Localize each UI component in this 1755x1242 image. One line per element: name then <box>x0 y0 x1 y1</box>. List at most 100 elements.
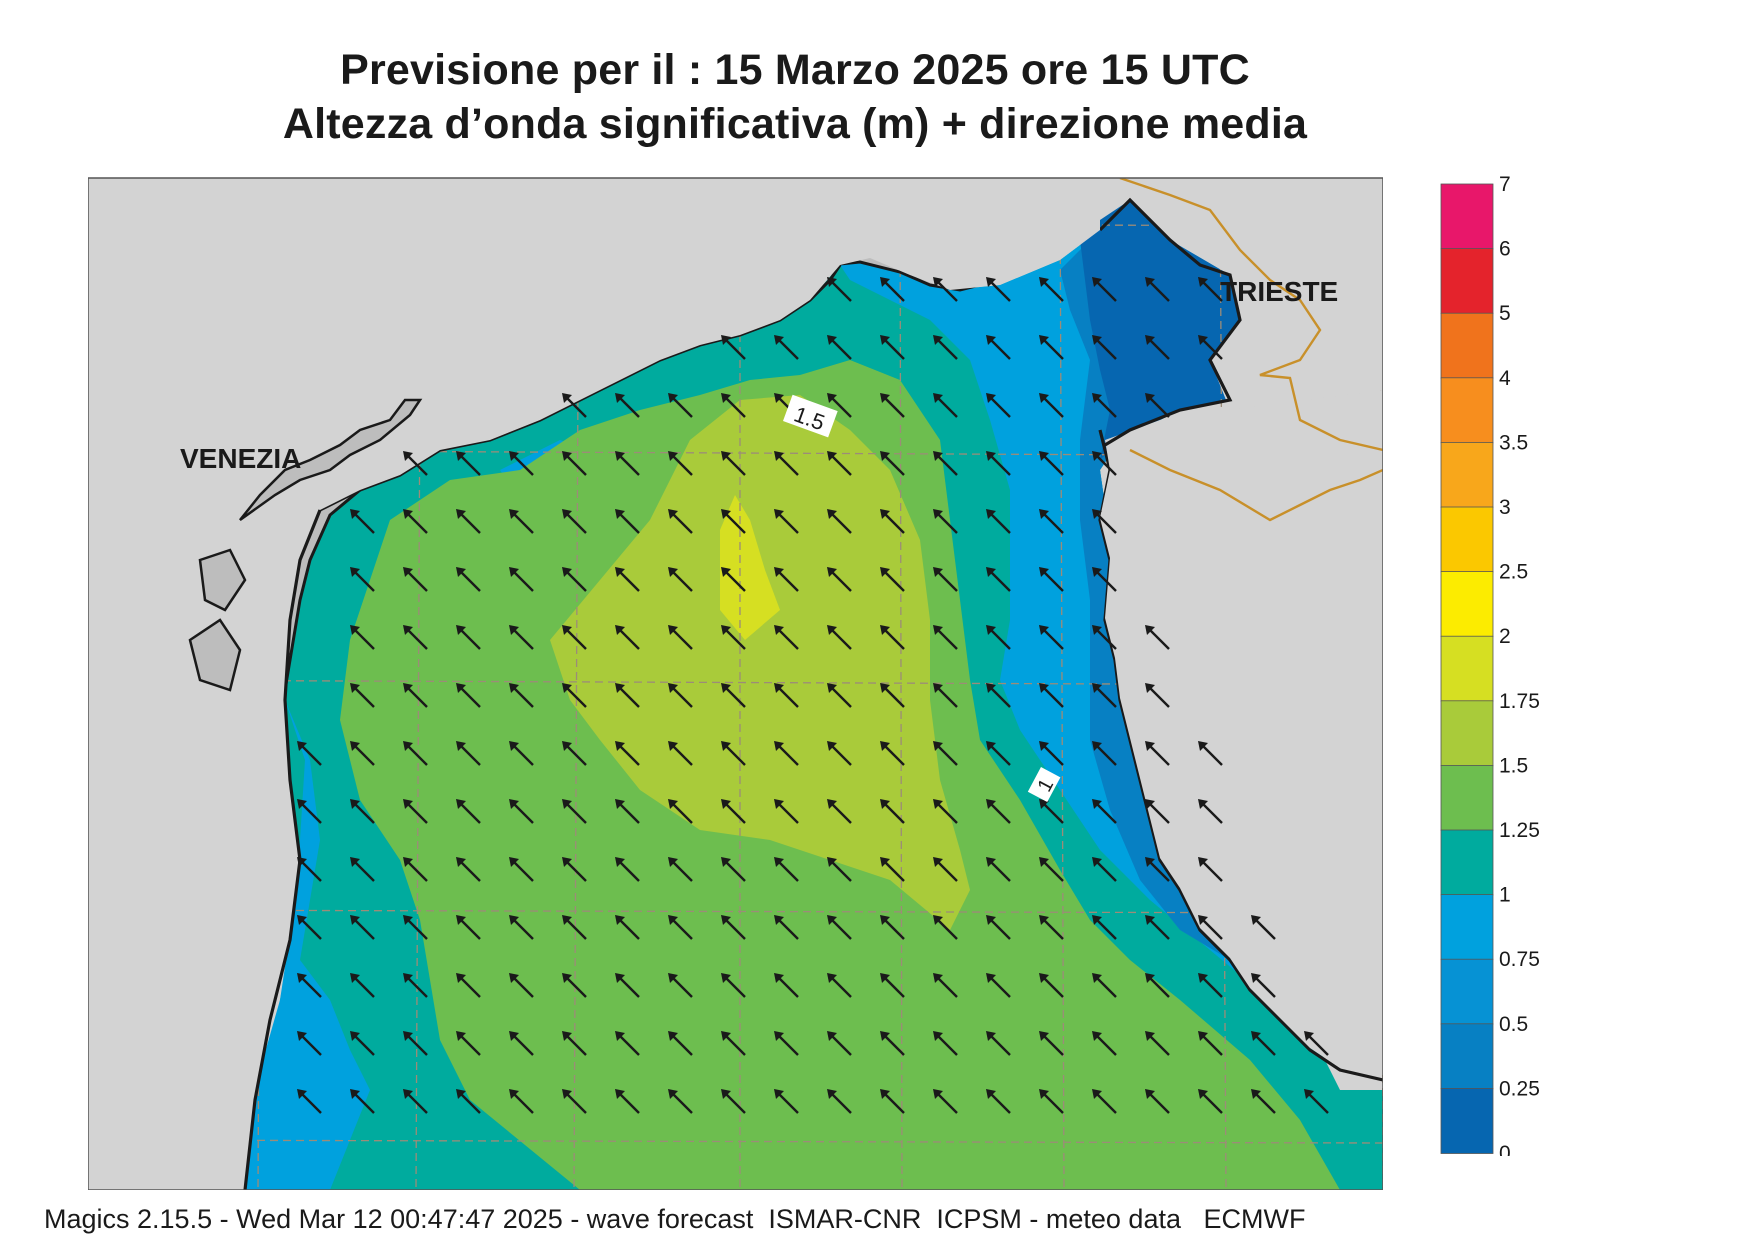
wave-direction-arrow-head <box>721 625 731 635</box>
legend-color-box <box>1440 183 1494 250</box>
wave-direction-arrow-head <box>562 973 572 983</box>
wave-direction-arrow-head <box>880 625 890 635</box>
wave-direction-arrow-head <box>880 509 890 519</box>
wave-direction-arrow-head <box>774 683 784 693</box>
wave-direction-arrow-head <box>880 451 890 461</box>
wave-direction-arrow-head <box>827 567 837 577</box>
legend-color-box <box>1440 700 1494 767</box>
slovenia-border <box>1119 178 1383 522</box>
legend-color-box <box>1440 829 1494 896</box>
wave-direction-arrow-head <box>1039 625 1049 635</box>
wave-direction-arrow-head <box>827 973 837 983</box>
wave-direction-arrow-head <box>403 625 413 635</box>
wave-direction-arrow-head <box>615 625 625 635</box>
wave-direction-arrow-head <box>721 915 731 925</box>
wave-direction-arrow-head <box>403 973 413 983</box>
wave-direction-arrow-head <box>880 277 890 287</box>
wave-direction-arrow-head <box>1092 567 1102 577</box>
wave-direction-arrow-head <box>456 1031 466 1041</box>
wave-direction-arrow-head <box>562 915 572 925</box>
wave-direction-arrow-head <box>933 277 943 287</box>
wave-direction-arrow-head <box>456 799 466 809</box>
wave-direction-arrow-head <box>562 741 572 751</box>
wave-direction-arrow-head <box>509 1031 519 1041</box>
legend-color-box <box>1440 958 1494 1025</box>
wave-direction-arrow-head <box>827 509 837 519</box>
wave-direction-arrow-head <box>403 857 413 867</box>
wave-direction-arrow-head <box>721 1031 731 1041</box>
wave-direction-arrow-head <box>615 509 625 519</box>
contour-label-box <box>783 394 838 438</box>
wave-direction-arrow-head <box>721 973 731 983</box>
wave-direction-arrows <box>297 277 1329 1114</box>
map-title: Previsione per il : 15 Marzo 2025 ore 15… <box>340 46 1250 94</box>
wave-direction-arrow-head <box>827 1031 837 1041</box>
wave-direction-arrow-head <box>350 625 360 635</box>
wave-direction-arrow-head <box>880 915 890 925</box>
wave-direction-arrow-head <box>986 741 996 751</box>
wave-direction-arrow-head <box>827 799 837 809</box>
wave-direction-arrow-head <box>880 857 890 867</box>
wave-direction-arrow-head <box>774 799 784 809</box>
wave-direction-arrow-head <box>509 509 519 519</box>
wave-direction-arrow-head <box>721 799 731 809</box>
place-label-trieste: TRIESTE <box>1220 276 1338 307</box>
wave-direction-arrow-head <box>562 567 572 577</box>
wave-direction-arrow-head <box>1092 393 1102 403</box>
wave-direction-arrow-head <box>1092 683 1102 693</box>
wave-direction-arrow-head <box>1145 973 1155 983</box>
wave-direction-arrow-head <box>403 1031 413 1041</box>
color-legend: 7 6 5 4 3.5 3 2.5 2 1.75 1.5 1.25 1 0.75 0.5 0.25 0 <box>1440 176 1540 1156</box>
wave-direction-arrow-head <box>403 915 413 925</box>
wave-direction-arrow-head <box>456 973 466 983</box>
wave-direction-arrow-head <box>509 857 519 867</box>
wave-direction-arrow-head <box>615 451 625 461</box>
wave-direction-arrow-head <box>562 1031 572 1041</box>
wave-direction-arrow-head <box>933 857 943 867</box>
wave-direction-arrow-head <box>880 335 890 345</box>
wave-direction-arrow-head <box>721 683 731 693</box>
wave-direction-arrow-head <box>721 1089 731 1099</box>
wave-direction-arrow-head <box>1039 741 1049 751</box>
wave-direction-arrow-head <box>456 683 466 693</box>
wave-direction-arrow-head <box>668 451 678 461</box>
wave-direction-arrow-head <box>1039 567 1049 577</box>
wave-direction-arrow-head <box>1145 799 1155 809</box>
wave-direction-arrow-head <box>1251 1089 1261 1099</box>
wave-direction-arrow-head <box>615 1089 625 1099</box>
wave-direction-arrow-head <box>1039 451 1049 461</box>
wave-direction-arrow-head <box>1092 277 1102 287</box>
legend-level-label: 1 <box>1499 884 1511 907</box>
wave-direction-arrow-head <box>403 451 413 461</box>
wave-direction-arrow-head <box>827 393 837 403</box>
wave-direction-arrow-head <box>403 509 413 519</box>
wave-direction-arrow-head <box>456 509 466 519</box>
wave-direction-arrow-head <box>509 567 519 577</box>
wave-direction-arrow-head <box>880 393 890 403</box>
legend-level-label: 0.25 <box>1499 1077 1540 1100</box>
wave-direction-arrow-head <box>880 741 890 751</box>
wave-direction-arrow-head <box>615 567 625 577</box>
wave-direction-arrow-head <box>880 799 890 809</box>
wave-direction-arrow-head <box>986 393 996 403</box>
wave-direction-arrow-head <box>562 509 572 519</box>
wave-direction-arrow-head <box>880 1031 890 1041</box>
wave-direction-arrow-head <box>509 451 519 461</box>
wave-direction-arrow-head <box>562 1089 572 1099</box>
wave-direction-arrow-head <box>933 799 943 809</box>
wave-direction-arrow-head <box>1251 915 1261 925</box>
wave-direction-arrow-head <box>1092 973 1102 983</box>
wave-direction-arrow-head <box>1304 1089 1314 1099</box>
wave-direction-arrow-head <box>1039 683 1049 693</box>
legend-level-label: 1.25 <box>1499 819 1540 842</box>
wave-direction-arrow-head <box>668 625 678 635</box>
wave-direction-arrow-head <box>774 973 784 983</box>
wave-direction-arrow-head <box>933 683 943 693</box>
wave-direction-arrow-head <box>1145 1089 1155 1099</box>
wave-direction-arrow-head <box>509 1089 519 1099</box>
contour-label-1-group: 1 <box>1027 767 1061 803</box>
wave-direction-arrow-head <box>1251 1031 1261 1041</box>
wave-direction-arrow-head <box>880 567 890 577</box>
wave-direction-arrow-head <box>933 915 943 925</box>
legend-color-box <box>1440 506 1494 573</box>
